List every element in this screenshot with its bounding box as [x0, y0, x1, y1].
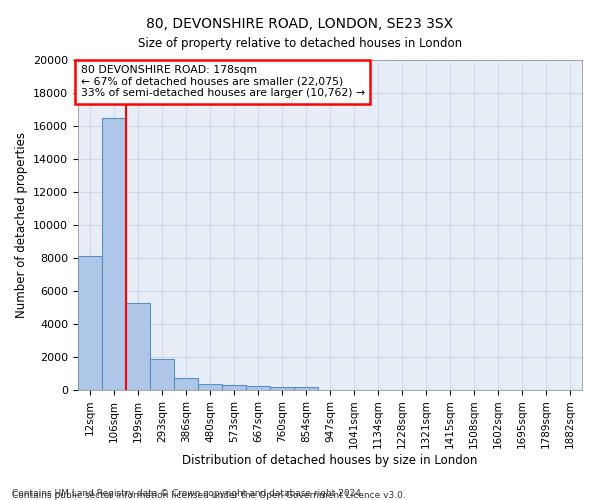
Y-axis label: Number of detached properties: Number of detached properties — [14, 132, 28, 318]
Bar — [102, 118, 126, 390]
Bar — [198, 384, 222, 390]
Bar — [270, 386, 294, 390]
Text: Size of property relative to detached houses in London: Size of property relative to detached ho… — [138, 38, 462, 51]
Bar — [126, 302, 150, 390]
Text: Contains HM Land Registry data © Crown copyright and database right 2024.: Contains HM Land Registry data © Crown c… — [12, 488, 364, 498]
Bar — [150, 360, 174, 390]
Text: Contains public sector information licensed under the Open Government Licence v3: Contains public sector information licen… — [12, 491, 406, 500]
Text: 80 DEVONSHIRE ROAD: 178sqm
← 67% of detached houses are smaller (22,075)
33% of : 80 DEVONSHIRE ROAD: 178sqm ← 67% of deta… — [80, 65, 365, 98]
Bar — [78, 256, 102, 390]
Bar — [294, 388, 318, 390]
Bar — [246, 386, 270, 390]
X-axis label: Distribution of detached houses by size in London: Distribution of detached houses by size … — [182, 454, 478, 467]
Bar — [222, 386, 246, 390]
Bar — [174, 378, 198, 390]
Text: 80, DEVONSHIRE ROAD, LONDON, SE23 3SX: 80, DEVONSHIRE ROAD, LONDON, SE23 3SX — [146, 18, 454, 32]
